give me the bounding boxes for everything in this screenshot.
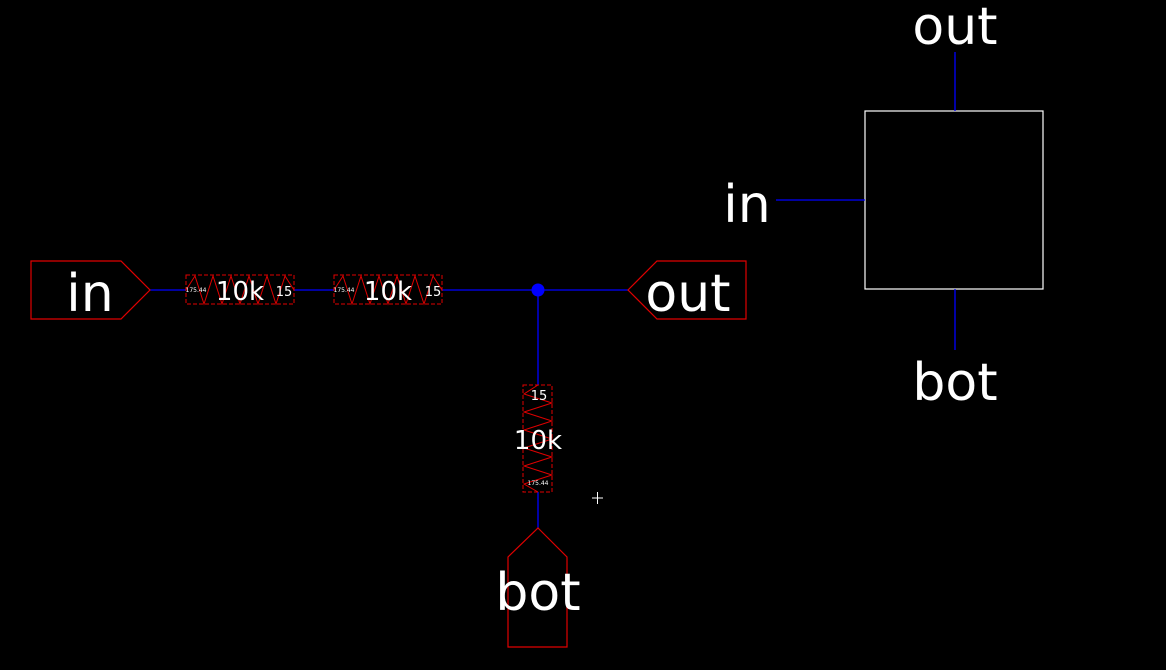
resistor-r2-value: 10k: [364, 277, 412, 307]
cursor-crosshair-icon: [592, 492, 603, 504]
port-in[interactable]: in: [30, 260, 151, 324]
port-out[interactable]: out: [627, 260, 747, 324]
resistor-r1-zigzag: [185, 274, 295, 306]
port-out-shape: [627, 260, 747, 320]
resistor-r3-zigzag: [522, 384, 554, 493]
port-bot-label: bot: [495, 563, 580, 623]
port-out-label: out: [645, 264, 730, 324]
resistor-r2[interactable]: 175.44 10k 15: [333, 274, 443, 307]
symbol-pin-left-label: in: [723, 175, 770, 235]
symbol-pin-bottom-label: bot: [912, 353, 997, 413]
port-bot-shape: [507, 527, 568, 648]
port-bot[interactable]: bot: [495, 527, 581, 648]
resistor-r3[interactable]: 15 10k 175.44: [514, 384, 562, 493]
port-in-shape: [30, 260, 151, 320]
resistor-r3-id: 15: [531, 389, 548, 404]
symbol-box: [864, 110, 1044, 290]
wire-junction-dot: [531, 283, 545, 297]
resistor-r1-id: 15: [276, 285, 293, 300]
resistor-r1-param: 175.44: [186, 287, 207, 294]
symbol-pin-top-label: out: [912, 0, 997, 57]
resistor-r2-zigzag: [333, 274, 443, 306]
port-in-label: in: [66, 264, 113, 324]
resistor-r2-id: 15: [425, 285, 442, 300]
resistor-r3-value: 10k: [514, 426, 562, 456]
symbol-block[interactable]: out in bot: [723, 0, 1044, 413]
resistor-r1-value: 10k: [216, 277, 264, 307]
resistor-r3-param: 175.44: [528, 480, 549, 487]
resistor-r2-param: 175.44: [334, 287, 355, 294]
wires: [150, 289, 628, 528]
resistor-r1[interactable]: 175.44 10k 15: [185, 274, 295, 307]
